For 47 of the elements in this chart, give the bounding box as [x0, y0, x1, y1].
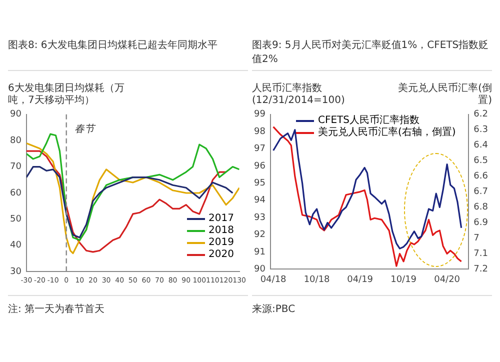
y-tick-label: 94 — [254, 196, 266, 206]
y2-tick-label: 6.6 — [474, 172, 488, 182]
y-tick-label: 95 — [254, 178, 266, 189]
y2-axis-title: 美元兑人民币汇率(倒置) — [397, 83, 492, 107]
legend-label: 2019 — [208, 237, 234, 249]
y2-tick-label: 7.1 — [474, 249, 488, 260]
y-axis-title: 人民币汇率指数(12/31/2014=100) — [252, 83, 346, 107]
y-tick-label: 50 — [10, 214, 22, 225]
legend-label: 2018 — [208, 225, 234, 237]
y-axis-title: 6大发电集团日均煤耗（万吨，7天移动平均） — [8, 83, 126, 107]
legend-label: 2017 — [208, 213, 234, 225]
y-tick-label: 60 — [10, 188, 22, 198]
y2-tick-label: 6.8 — [474, 202, 488, 213]
x-tick-label: 04/19 — [347, 274, 374, 285]
legend-label: CFETS人民币汇率指数 — [318, 115, 420, 126]
y-tick-label: 90 — [254, 264, 266, 275]
y-tick-label: 80 — [10, 136, 22, 146]
y-tick-label: 99 — [254, 110, 266, 120]
ref-line-label: 春节 — [74, 122, 96, 135]
y-tick-label: 40 — [10, 240, 22, 251]
chart-title: 图表8: 6大发电集团日均煤耗已超去年同期水平 — [8, 38, 248, 71]
y2-tick-label: 6.2 — [474, 110, 488, 120]
y2-tick-label: 7 — [474, 234, 480, 244]
x-tick-label: 04/18 — [260, 274, 287, 285]
y-tick-label: 92 — [254, 230, 266, 240]
y-tick-label: 96 — [254, 161, 266, 172]
y-tick-label: 98 — [254, 126, 266, 137]
x-tick-label: 04/20 — [434, 274, 460, 285]
legend-label: 2020 — [208, 249, 234, 261]
y-tick-label: 93 — [254, 212, 266, 223]
y-tick-label: 97 — [254, 144, 266, 154]
y2-tick-label: 7.2 — [474, 264, 488, 275]
x-tick-label: 10/18 — [304, 274, 330, 285]
y2-tick-label: 6.4 — [474, 140, 488, 151]
legend-label: 美元兑人民币汇率(右轴，倒置) — [318, 127, 456, 139]
y2-tick-label: 6.3 — [474, 125, 488, 136]
y-tick-label: 91 — [254, 247, 266, 258]
y-tick-label: 70 — [10, 162, 22, 172]
x-tick-label: 10/19 — [390, 274, 417, 285]
y2-tick-label: 6.5 — [474, 156, 488, 166]
chart-title: 图表9: 5月人民币对美元汇率贬值1%，CFETS指数贬值2% — [252, 38, 492, 71]
y-tick-label: 90 — [10, 110, 22, 120]
y2-tick-label: 6.9 — [474, 218, 488, 228]
y-tick-label: 30 — [10, 266, 22, 277]
text: 注: 第一天为春节首天 — [8, 302, 106, 316]
y2-tick-label: 6.7 — [474, 187, 488, 198]
source-note: 来源:PBC — [252, 302, 296, 316]
